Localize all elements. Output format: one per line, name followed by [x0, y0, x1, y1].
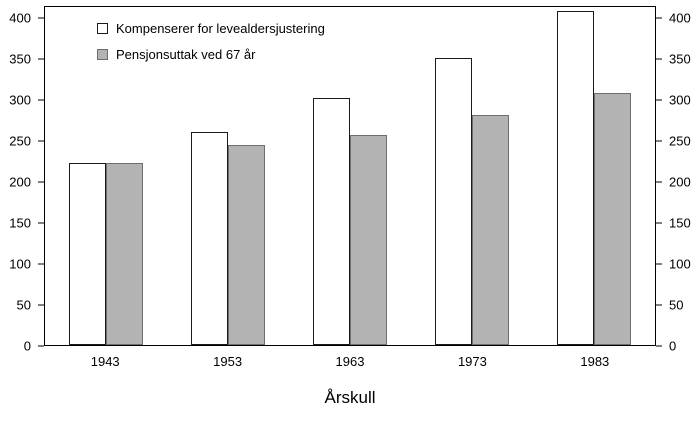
y-tick-label-right: 350	[669, 51, 691, 67]
bar-compensated-1973	[435, 58, 472, 345]
y-tickmark	[656, 181, 662, 183]
y-tick-label-right: 0	[669, 338, 677, 354]
x-tick-label-1983: 1983	[580, 354, 610, 369]
bar-group-1963	[289, 7, 411, 345]
y-tickmark	[38, 17, 44, 19]
y-tick-label-right: 300	[669, 92, 691, 108]
y-axis-right: 0 50 100 150 200 250 300 350 400	[662, 6, 700, 353]
y-tick-label-right: 200	[669, 174, 691, 190]
y-tick-label-left: 150	[9, 215, 31, 231]
y-tickmark	[38, 263, 44, 265]
y-tickmark	[656, 58, 662, 60]
bar-group-1943	[45, 7, 167, 345]
y-tick-label-right: 50	[669, 297, 684, 313]
y-tick-label-right: 150	[669, 215, 691, 231]
bar-group-1983	[533, 7, 655, 345]
bar-uptake67-1953	[228, 144, 265, 345]
y-tick-label-left: 350	[9, 51, 31, 67]
y-tick-label-left: 0	[23, 338, 31, 354]
x-tick-label-1953: 1953	[213, 354, 243, 369]
y-tickmark	[38, 58, 44, 60]
bar-uptake67-1943	[106, 162, 143, 345]
legend: Kompenserer for levealdersjustering Pens…	[97, 21, 325, 73]
y-tickmark	[656, 304, 662, 306]
y-tickmark	[656, 17, 662, 19]
bar-compensated-1963	[313, 98, 350, 345]
bar-uptake67-1973	[472, 114, 509, 345]
y-tickmark	[38, 304, 44, 306]
x-tick-label-1943: 1943	[90, 354, 120, 369]
bar-uptake67-1963	[350, 134, 387, 345]
bar-compensated-1943	[69, 162, 106, 345]
y-ticks-left	[38, 6, 44, 347]
bar-compensated-1953	[191, 132, 228, 345]
legend-label: Pensjonsuttak ved 67 år	[116, 47, 256, 62]
legend-swatch-white	[97, 23, 108, 34]
y-tickmark	[656, 140, 662, 142]
y-tick-label-right: 250	[669, 133, 691, 149]
y-tickmark	[656, 222, 662, 224]
legend-item: Kompenserer for levealdersjustering	[97, 21, 325, 36]
bar-group-1953	[167, 7, 289, 345]
y-axis-left: 0 50 100 150 200 250 300 350 400	[0, 6, 38, 353]
y-tick-label-right: 400	[669, 10, 691, 26]
bar-uptake67-1983	[594, 93, 631, 345]
y-tick-label-left: 400	[9, 10, 31, 26]
y-tick-label-left: 100	[9, 256, 31, 272]
y-tick-label-right: 100	[669, 256, 691, 272]
y-tickmark	[38, 99, 44, 101]
bar-compensated-1983	[557, 11, 594, 345]
y-tickmark	[38, 345, 44, 347]
legend-label: Kompenserer for levealdersjustering	[116, 21, 325, 36]
bar-group-1973	[411, 7, 533, 345]
x-axis-title: Årskull	[324, 388, 376, 407]
y-tickmark	[38, 222, 44, 224]
plot-area: Kompenserer for levealdersjustering Pens…	[44, 6, 656, 346]
y-tickmark	[656, 263, 662, 265]
x-axis: 1943 1953 1963 1973 1983	[44, 354, 656, 369]
y-tickmark	[656, 345, 662, 347]
y-tickmark	[38, 181, 44, 183]
legend-item: Pensjonsuttak ved 67 år	[97, 47, 325, 62]
y-tickmark	[38, 140, 44, 142]
y-tick-label-left: 50	[16, 297, 31, 313]
legend-swatch-gray	[97, 49, 108, 60]
y-tick-label-left: 250	[9, 133, 31, 149]
x-tick-label-1963: 1963	[335, 354, 365, 369]
x-tick-label-1973: 1973	[457, 354, 487, 369]
y-tick-label-left: 200	[9, 174, 31, 190]
y-ticks-right	[656, 6, 662, 347]
y-tick-label-left: 300	[9, 92, 31, 108]
y-tickmark	[656, 99, 662, 101]
